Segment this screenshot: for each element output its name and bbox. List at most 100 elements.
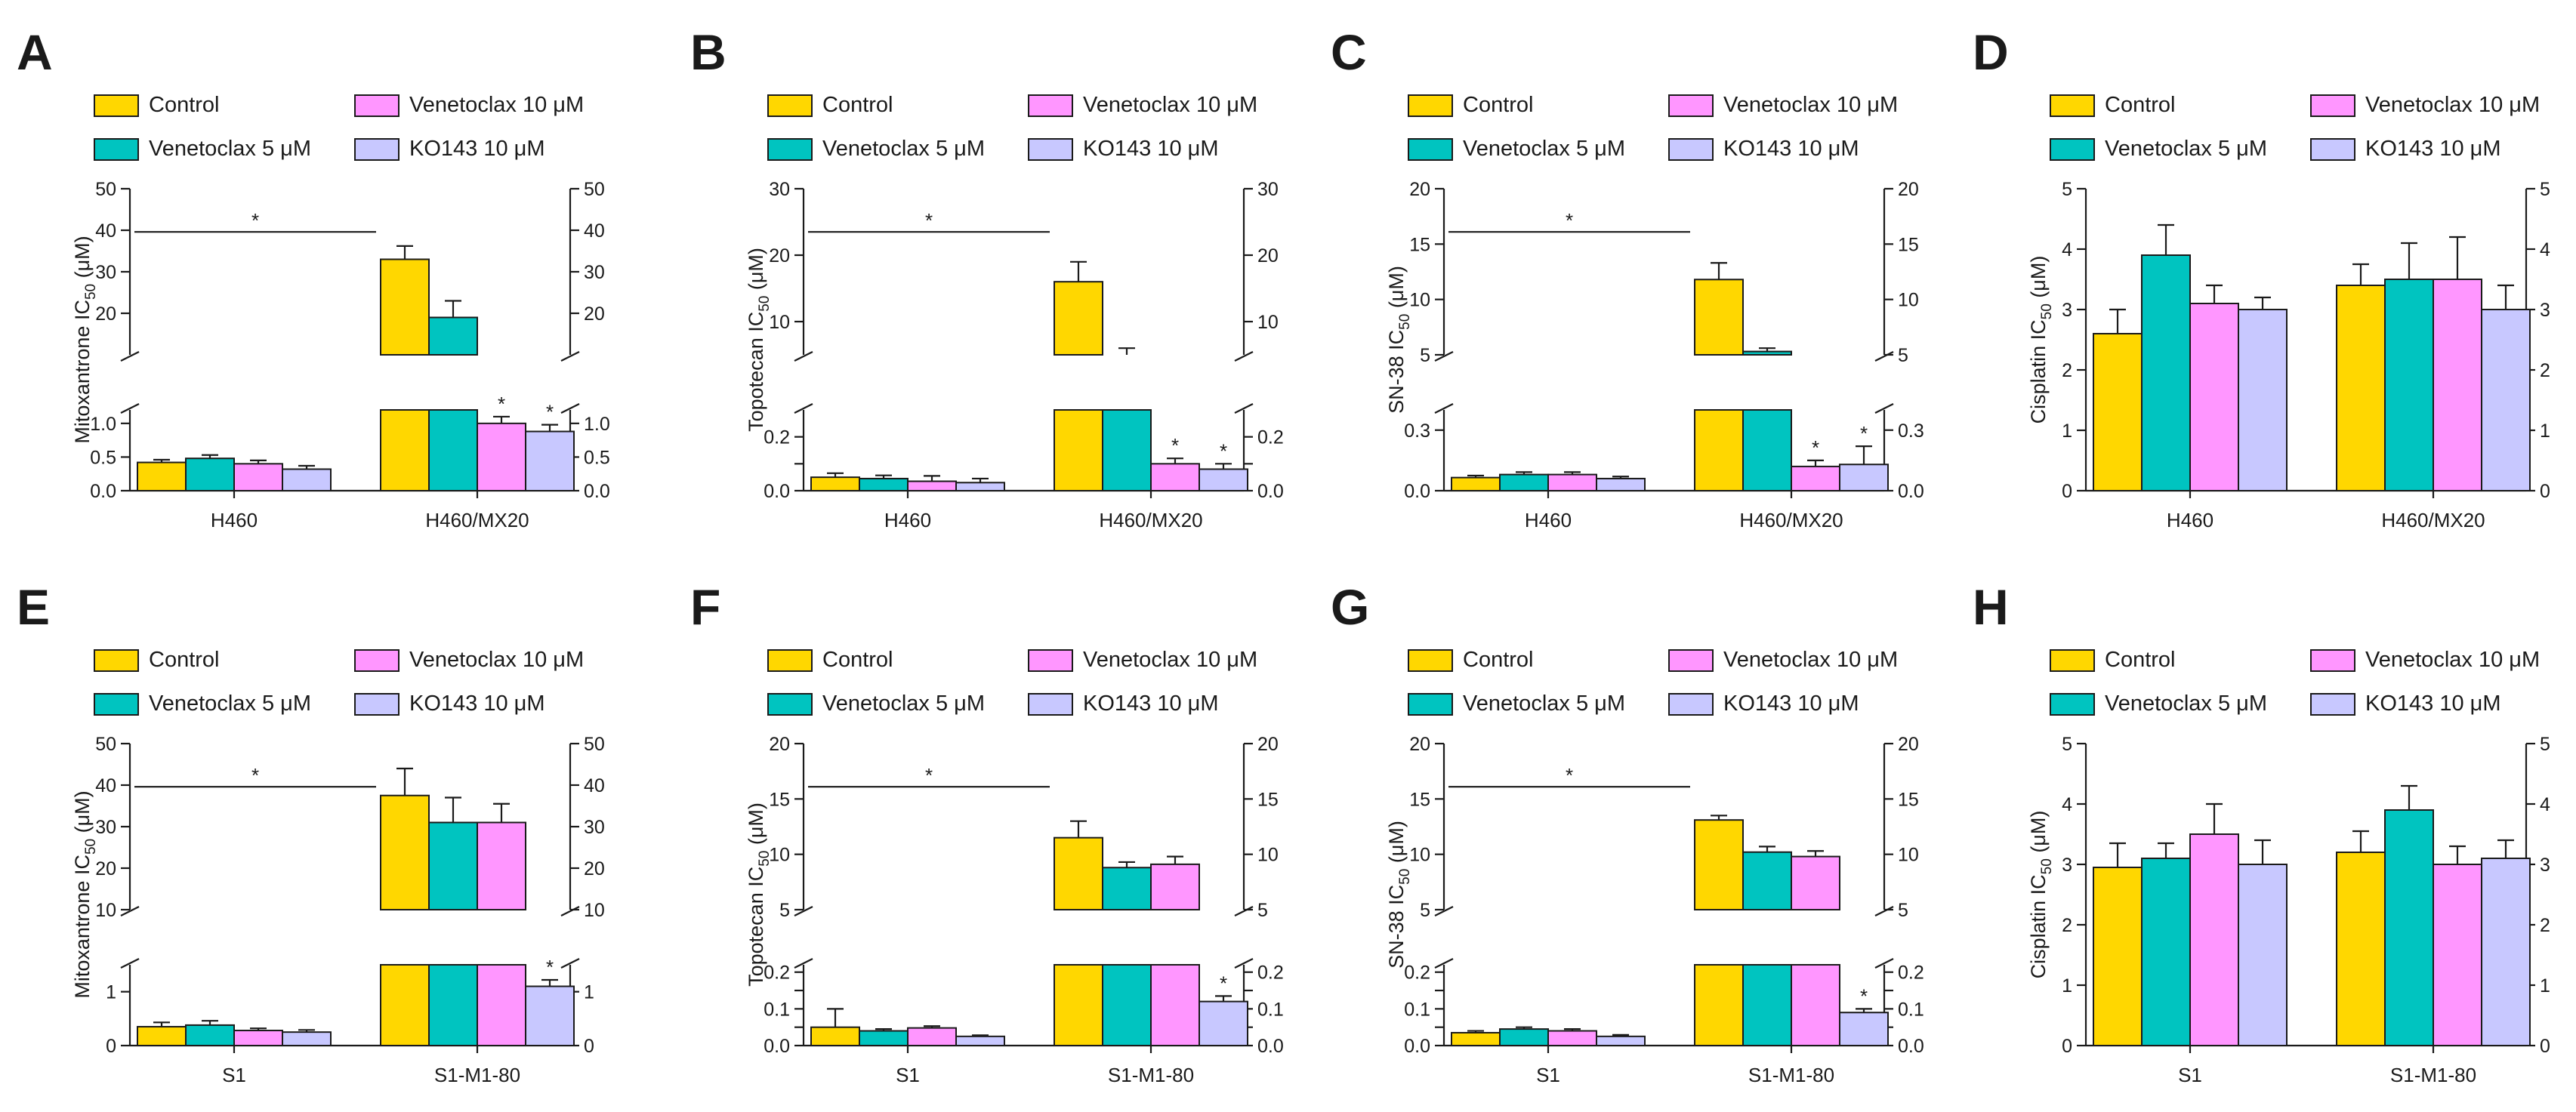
y-tick-label: 1.0 bbox=[90, 414, 116, 435]
y-axis-label-sub: 50 bbox=[83, 839, 99, 855]
y-tick-label: 40 bbox=[584, 775, 605, 796]
y-tick-label: 1 bbox=[2540, 975, 2550, 996]
y-axis-label-unit: (μM) bbox=[71, 236, 94, 284]
legend-label: KO143 10 μM bbox=[1723, 692, 1859, 716]
y-axis-label-sub: 50 bbox=[1397, 869, 1413, 885]
bar bbox=[137, 461, 187, 491]
y-axis-label-main: Mitoxantrone IC bbox=[71, 855, 94, 999]
bar bbox=[1150, 463, 1200, 491]
legend-swatch bbox=[1668, 138, 1714, 161]
legend-swatch bbox=[1408, 649, 1453, 672]
bar bbox=[2238, 864, 2288, 1046]
axis-break-mark bbox=[794, 958, 813, 969]
y-tick-label: 0.2 bbox=[764, 427, 790, 448]
y-tick-label: 15 bbox=[1898, 234, 1919, 255]
legend-swatch bbox=[2050, 649, 2095, 672]
bar bbox=[1499, 473, 1549, 491]
y-tick-label: 20 bbox=[1257, 245, 1279, 266]
bar bbox=[1547, 473, 1597, 491]
panel-letter: F bbox=[690, 579, 720, 635]
legend-label: Venetoclax 10 μM bbox=[2365, 648, 2540, 672]
legend-label: Venetoclax 5 μM bbox=[1463, 692, 1625, 716]
bar bbox=[1451, 1031, 1501, 1047]
y-tick-label: 20 bbox=[1257, 734, 1279, 755]
y-axis-label-main: SN-38 IC bbox=[1385, 330, 1408, 414]
bar bbox=[185, 457, 235, 492]
y-tick-label: 40 bbox=[95, 220, 116, 242]
y-tick-label: 0.1 bbox=[764, 999, 790, 1020]
axis-break-mark bbox=[120, 403, 140, 414]
y-tick-label: 0 bbox=[2062, 481, 2072, 502]
panel-G: G Control Venetoclax 5 μM Venetoclax 10 μM K… bbox=[1331, 579, 1924, 1086]
legend-swatch bbox=[767, 94, 813, 117]
y-tick-label: 0.0 bbox=[1898, 481, 1924, 502]
y-tick-label: 30 bbox=[584, 262, 605, 283]
y-tick-label: 10 bbox=[769, 312, 790, 333]
bar bbox=[185, 1024, 235, 1046]
y-tick-label: 5 bbox=[1898, 345, 1908, 366]
bar bbox=[1547, 1030, 1597, 1047]
y-axis-label-sub: 50 bbox=[1397, 314, 1413, 330]
y-tick-label: 0.1 bbox=[1404, 999, 1430, 1020]
y-tick-label: 10 bbox=[95, 900, 116, 921]
y-tick-label: 30 bbox=[95, 262, 116, 283]
axis-break-mark bbox=[1234, 403, 1254, 414]
y-tick-label: 10 bbox=[1898, 845, 1919, 866]
panel-letter: A bbox=[17, 24, 53, 80]
bar bbox=[233, 463, 283, 491]
bar bbox=[1102, 867, 1152, 910]
x-tick-label: S1-M1-80 bbox=[434, 1064, 520, 1086]
bar bbox=[810, 476, 860, 492]
legend-swatch bbox=[1408, 94, 1453, 117]
y-axis-label: Cisplatin IC50 (μM) bbox=[2027, 256, 2055, 424]
bar bbox=[380, 964, 430, 1046]
y-tick-label: 10 bbox=[1898, 290, 1919, 311]
y-tick-label: 4 bbox=[2540, 794, 2550, 815]
bar bbox=[477, 422, 526, 491]
bar bbox=[137, 1026, 187, 1046]
bar bbox=[2433, 864, 2482, 1046]
bar bbox=[1054, 281, 1103, 356]
bar bbox=[2433, 279, 2482, 491]
legend-label: Control bbox=[1463, 93, 1534, 117]
axis-break-mark bbox=[560, 958, 580, 969]
bar bbox=[2141, 254, 2191, 491]
bar bbox=[1199, 468, 1248, 492]
y-axis-label-main: Topotecan IC bbox=[745, 312, 767, 432]
y-tick-label: 10 bbox=[769, 845, 790, 866]
y-tick-label: 4 bbox=[2062, 794, 2072, 815]
y-tick-label: 15 bbox=[1409, 234, 1430, 255]
y-tick-label: 1.0 bbox=[584, 414, 610, 435]
bar bbox=[2238, 309, 2288, 491]
bar bbox=[2384, 279, 2434, 491]
bar bbox=[1694, 819, 1744, 911]
axis-break-mark bbox=[1234, 351, 1254, 362]
legend-swatch bbox=[767, 649, 813, 672]
y-tick-label: 10 bbox=[584, 900, 605, 921]
x-tick-label: H460 bbox=[2167, 509, 2214, 531]
y-tick-label: 0.2 bbox=[1898, 963, 1924, 984]
bar bbox=[477, 821, 526, 910]
bar-significance-star: * bbox=[1860, 422, 1868, 445]
legend-label: KO143 10 μM bbox=[2365, 137, 2501, 161]
legend-swatch bbox=[1028, 649, 1073, 672]
y-axis-label-main: Cisplatin IC bbox=[2027, 319, 2050, 424]
legend-label: Control bbox=[149, 648, 220, 672]
bar bbox=[2336, 285, 2386, 491]
legend-label: Control bbox=[822, 648, 893, 672]
legend-swatch bbox=[2050, 693, 2095, 716]
y-tick-label: 5 bbox=[779, 900, 790, 921]
y-axis-label-unit: (μM) bbox=[2027, 811, 2050, 859]
y-tick-label: 20 bbox=[1898, 179, 1919, 200]
bar bbox=[1791, 964, 1840, 1046]
legend-swatch bbox=[1408, 138, 1453, 161]
y-tick-label: 0.0 bbox=[1404, 481, 1430, 502]
y-tick-label: 40 bbox=[584, 220, 605, 242]
y-tick-label: 2 bbox=[2540, 360, 2550, 381]
y-axis-label-sub: 50 bbox=[2039, 858, 2055, 874]
bar bbox=[2093, 333, 2143, 491]
y-tick-label: 3 bbox=[2540, 300, 2550, 321]
y-axis-label-unit: (μM) bbox=[2027, 256, 2050, 304]
bar bbox=[2481, 858, 2531, 1046]
